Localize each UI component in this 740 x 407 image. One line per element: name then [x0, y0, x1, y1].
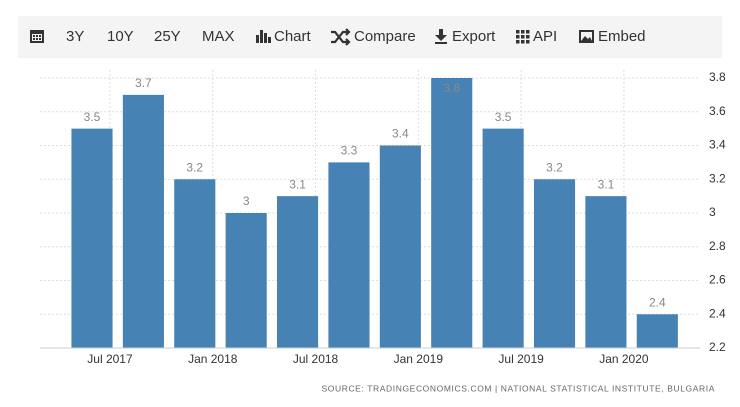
y-tick-label: 3.6	[709, 104, 726, 118]
value-label: 3.1	[598, 177, 615, 191]
bar	[277, 196, 319, 348]
bar	[71, 128, 113, 348]
bar	[379, 145, 421, 348]
range-button[interactable]: 10Y	[107, 28, 134, 45]
value-label: 3.1	[289, 177, 306, 191]
bar	[431, 78, 473, 348]
value-label: 3.5	[84, 110, 101, 124]
source-note: SOURCE: TRADINGECONOMICS.COM | NATIONAL …	[321, 383, 715, 393]
embed-button[interactable]: Embed	[598, 28, 646, 45]
calendar-icon[interactable]	[30, 30, 44, 43]
bar	[585, 196, 627, 348]
toolbar	[18, 16, 722, 58]
value-label: 3.8	[443, 81, 460, 95]
y-tick-label: 3.8	[709, 70, 726, 84]
bar	[533, 179, 576, 348]
bar	[225, 213, 267, 348]
embed-icon[interactable]	[579, 30, 594, 43]
x-tick-label: Jul 2017	[87, 352, 133, 366]
range-button[interactable]: 25Y	[154, 28, 181, 45]
value-label: 3.2	[186, 160, 203, 174]
bar	[482, 128, 524, 348]
compare-button[interactable]: Compare	[354, 28, 416, 45]
value-label: 3	[243, 194, 250, 208]
api-button[interactable]: API	[533, 28, 557, 45]
y-tick-label: 2.2	[709, 340, 726, 354]
bar	[122, 94, 164, 348]
y-tick-label: 2.4	[709, 306, 726, 320]
range-button[interactable]: MAX	[202, 28, 235, 45]
bar	[636, 314, 678, 348]
value-label: 3.2	[546, 160, 563, 174]
y-tick-label: 3.2	[709, 171, 726, 185]
x-tick-label: Jan 2019	[394, 352, 444, 366]
chart-icon[interactable]	[256, 30, 271, 43]
value-label: 3.7	[135, 76, 152, 90]
bar	[174, 179, 216, 348]
value-label: 3.3	[341, 144, 358, 158]
export-button[interactable]: Export	[452, 28, 496, 45]
y-tick-label: 3.4	[709, 138, 726, 152]
chart-button[interactable]: Chart	[274, 28, 312, 45]
value-label: 2.4	[649, 295, 666, 309]
y-tick-label: 2.6	[709, 273, 726, 287]
api-icon[interactable]	[516, 30, 530, 44]
compare-icon[interactable]	[331, 28, 351, 46]
range-button[interactable]: 3Y	[66, 28, 84, 45]
export-icon[interactable]	[435, 29, 447, 44]
y-tick-label: 2.8	[709, 239, 726, 253]
bar	[328, 162, 370, 348]
value-label: 3.4	[392, 127, 409, 141]
value-label: 3.5	[495, 110, 512, 124]
x-tick-label: Jul 2018	[293, 352, 339, 366]
x-tick-label: Jan 2018	[188, 352, 238, 366]
x-tick-label: Jan 2020	[599, 352, 649, 366]
x-tick-label: Jul 2019	[498, 352, 544, 366]
y-tick-label: 3	[709, 205, 716, 219]
